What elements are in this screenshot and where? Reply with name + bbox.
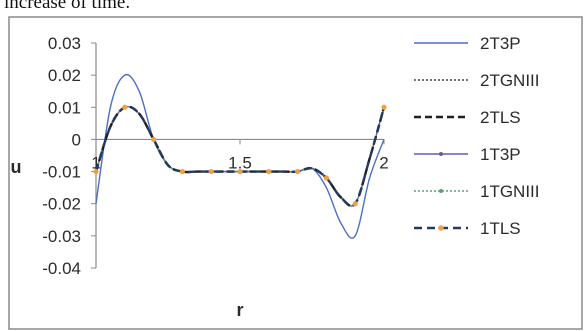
data-point-1tls	[208, 168, 214, 175]
legend-label-1tls: 1TLS	[480, 219, 521, 238]
series-lines	[93, 73, 387, 239]
y-axis-title: u	[11, 157, 22, 177]
data-point-1tls	[381, 104, 387, 110]
data-point-1tls	[352, 201, 358, 207]
data-point-1tls	[237, 168, 243, 175]
legend-label-2tgniii: 2TGNIII	[480, 71, 540, 90]
x-axis-title: r	[236, 300, 243, 320]
data-point-1tls	[122, 104, 128, 110]
x-tick-label: 2	[379, 153, 388, 172]
figure-caption-fragment: increase of time.	[4, 0, 131, 13]
data-point-1tls	[151, 136, 157, 143]
y-tick-label: -0.04	[42, 259, 81, 278]
y-tick-label: 0.02	[48, 66, 81, 85]
legend-marker-1tls	[438, 225, 444, 231]
y-tick-label: -0.03	[42, 227, 81, 246]
x-tick-label: 1	[91, 153, 100, 172]
x-axis: 1 1.5 2	[91, 138, 389, 172]
y-tick-label: -0.02	[42, 195, 81, 214]
y-tick-label: 0	[72, 130, 81, 149]
legend-label-1t3p: 1T3P	[480, 145, 521, 164]
legend: 2T3P 2TGNIII 2TLS 1T3P 1TGNIII 1TLS	[414, 34, 540, 238]
legend-marker-1tgniii	[439, 189, 443, 193]
data-point-1tls	[93, 168, 99, 175]
legend-label-2t3p: 2T3P	[480, 34, 521, 53]
y-tick-label: 0.01	[48, 98, 81, 117]
x-tick-label: 1.5	[228, 153, 252, 172]
y-axis: 0.03 0.02 0.01 0 -0.01 -0.02 -0.03 -0.04	[42, 34, 97, 278]
data-point-1tls	[295, 168, 301, 175]
legend-label-2tls: 2TLS	[480, 108, 521, 127]
legend-marker-1t3p	[439, 152, 443, 156]
y-tick-label: -0.01	[42, 163, 81, 182]
legend-label-1tgniii: 1TGNIII	[480, 182, 540, 201]
data-point-1tls	[323, 175, 329, 181]
data-point-1tls	[179, 168, 185, 175]
data-point-1tls	[266, 168, 272, 175]
y-tick-label: 0.03	[48, 34, 81, 53]
